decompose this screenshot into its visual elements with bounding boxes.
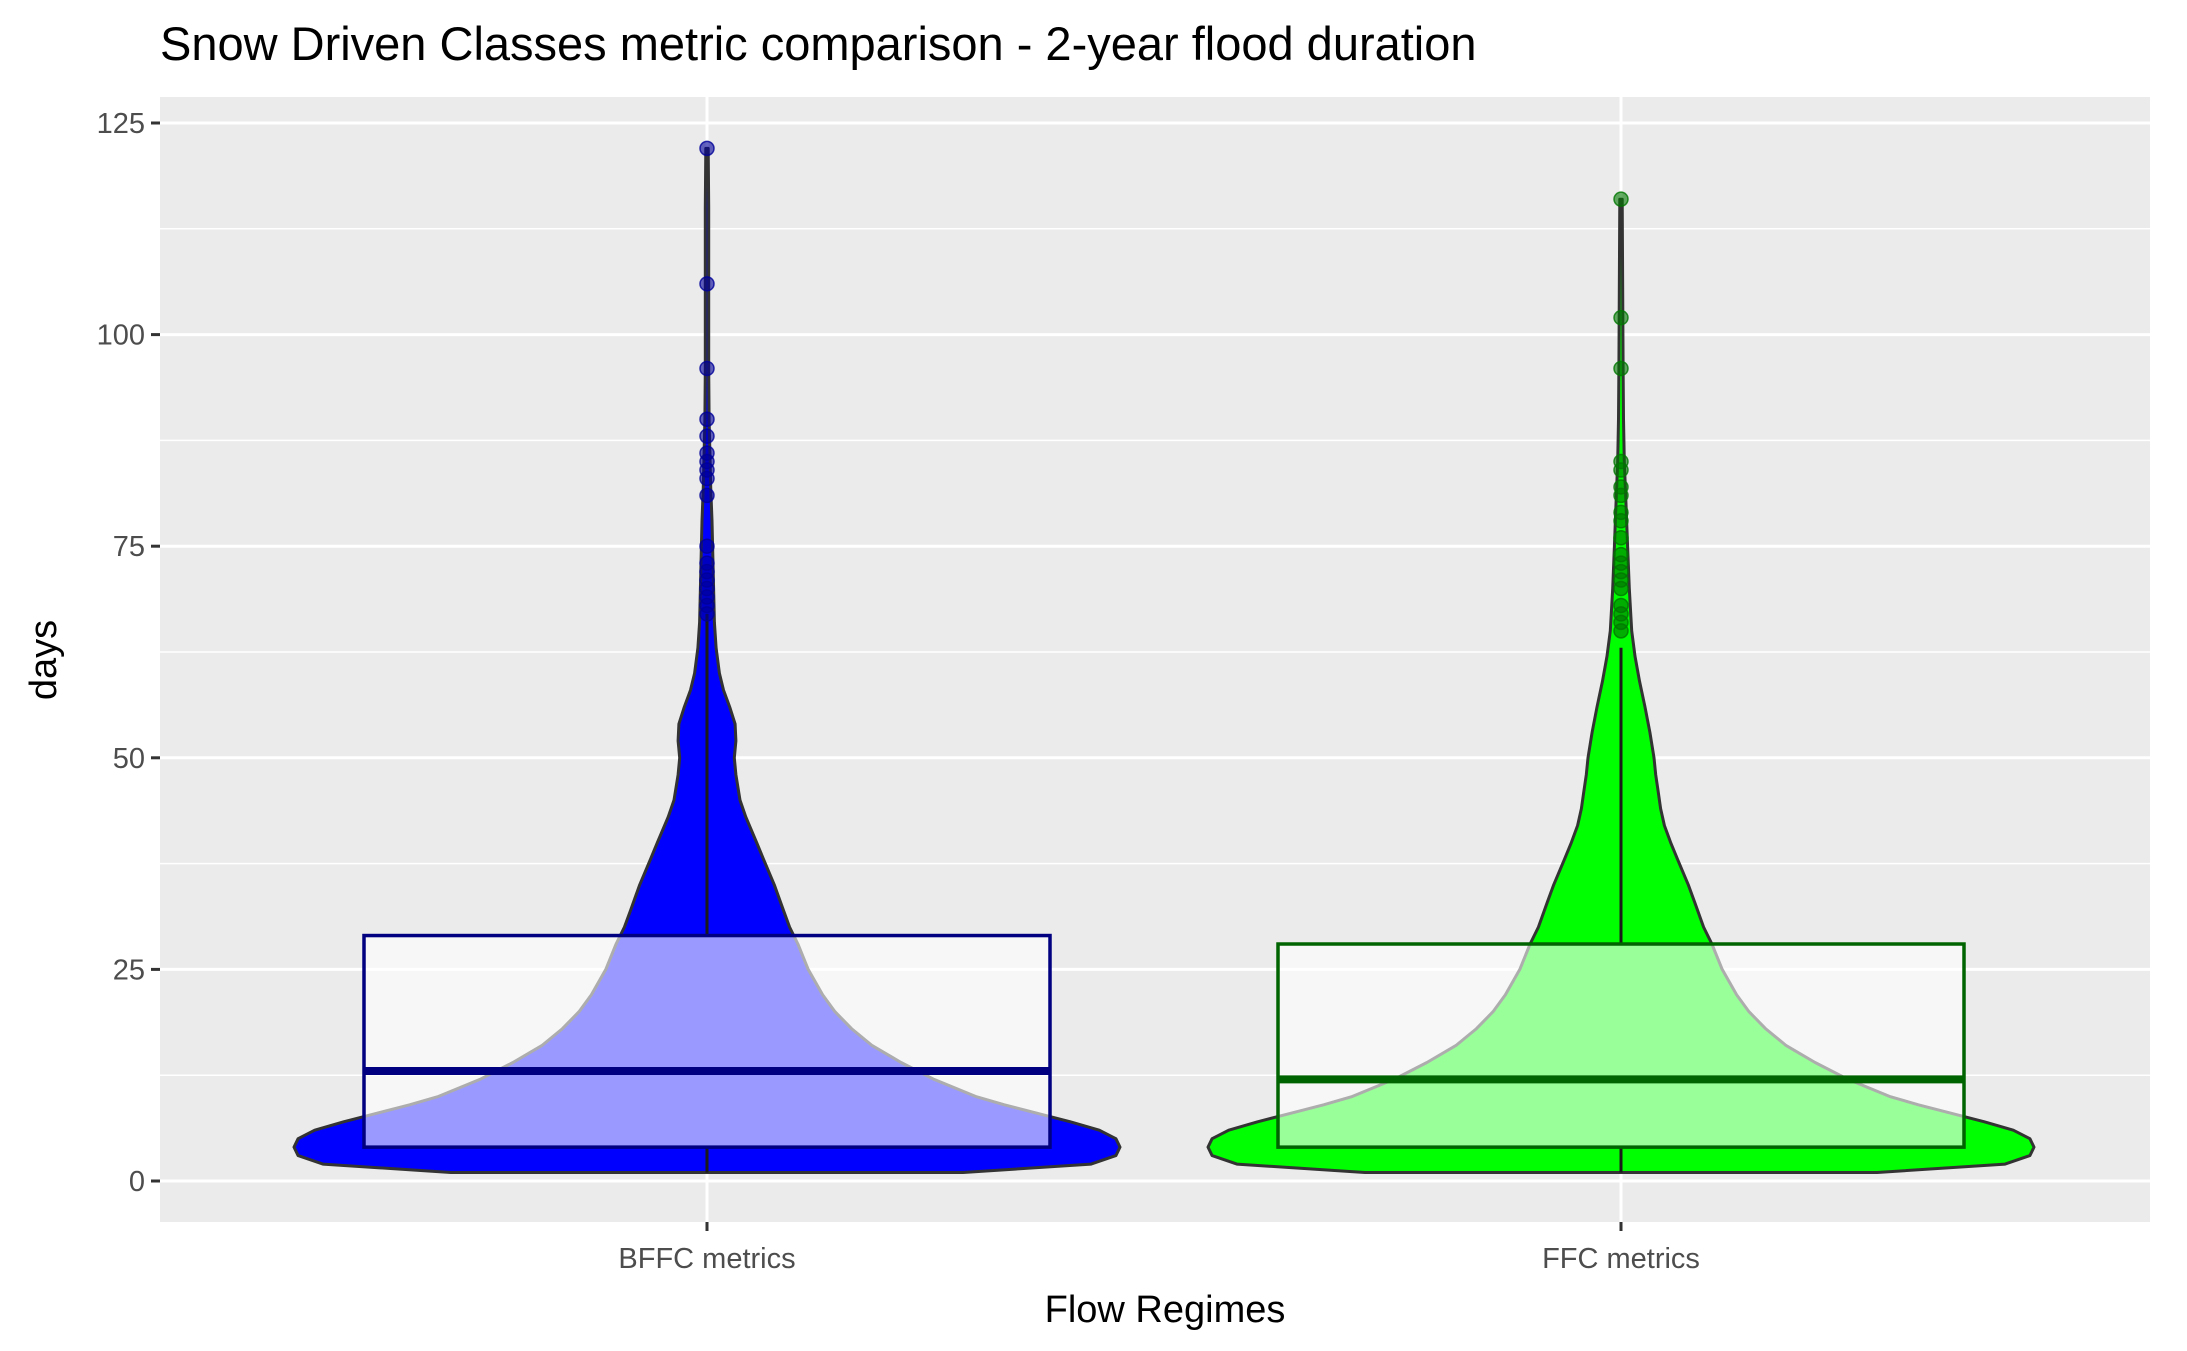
box-2	[1276, 942, 1966, 1149]
x-tick-label: FFC metrics	[1542, 1243, 1700, 1275]
data-point	[1613, 487, 1629, 504]
data-point	[1613, 623, 1629, 639]
data-points	[699, 140, 1629, 639]
data-point	[1613, 462, 1629, 478]
x-tick-label: BFFC metrics	[618, 1243, 795, 1275]
y-tick-label: 25	[113, 954, 145, 986]
y-tick-label: 125	[97, 108, 145, 140]
y-tick-label: 75	[113, 531, 145, 563]
data-point	[1613, 513, 1629, 529]
y-axis-title: days	[23, 620, 65, 700]
data-point	[1613, 529, 1629, 546]
y-tick-label: 50	[113, 743, 145, 775]
axes: 0 25 50 75 100 125 BFFC metrics FFC metrics	[97, 108, 1700, 1275]
data-point	[699, 140, 715, 157]
data-point	[1613, 309, 1629, 326]
data-point	[1613, 191, 1629, 207]
y-tick-label: 100	[97, 320, 145, 352]
data-point	[1613, 360, 1629, 377]
y-tick-label: 0	[129, 1166, 145, 1198]
boxplots	[362, 613, 1966, 1173]
data-point	[699, 276, 715, 292]
data-point	[699, 428, 715, 444]
chart-title: Snow Driven Classes metric comparison - …	[160, 17, 1477, 70]
box-1	[362, 933, 1052, 1149]
data-point	[699, 360, 715, 377]
data-point	[699, 487, 715, 504]
data-point	[1613, 580, 1629, 597]
data-point	[699, 411, 715, 427]
x-axis-title: Flow Regimes	[1045, 1289, 1286, 1331]
data-point	[699, 606, 715, 622]
data-point	[699, 470, 715, 487]
data-point	[699, 538, 715, 554]
